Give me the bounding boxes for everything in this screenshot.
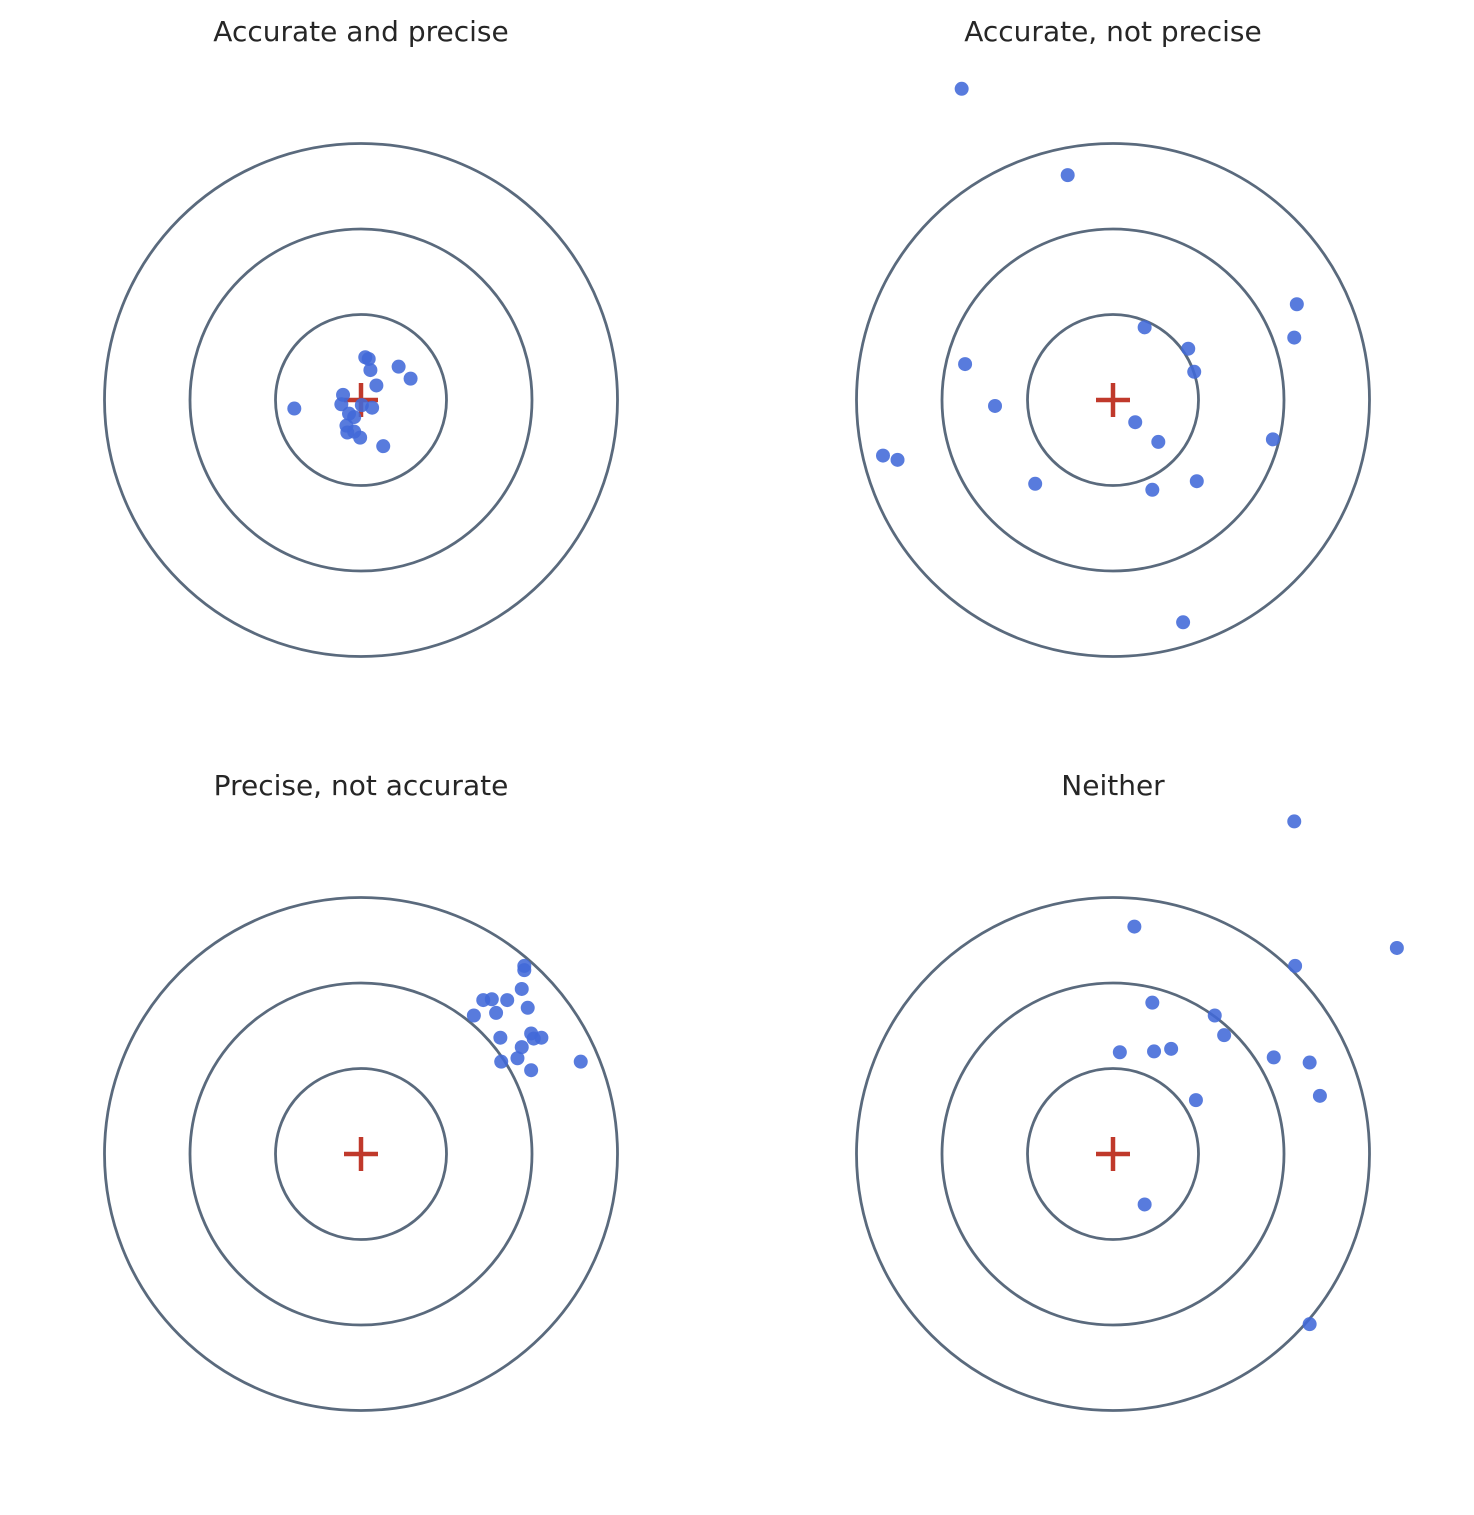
target-ring	[188, 227, 534, 573]
target-ring	[274, 313, 448, 487]
shot-point	[1288, 958, 1303, 973]
shot-point	[1128, 415, 1143, 430]
shot-point	[1127, 919, 1142, 934]
shot-point	[524, 1063, 539, 1078]
shot-point	[958, 357, 973, 372]
shot-point	[890, 452, 905, 467]
shot-point	[1188, 1093, 1203, 1108]
shot-point	[500, 993, 515, 1008]
panel-title: Accurate, not precise	[964, 15, 1262, 48]
panel-title: Precise, not accurate	[214, 769, 509, 802]
shot-point	[1302, 1317, 1317, 1332]
shot-point	[1289, 297, 1304, 312]
shot-point	[1287, 330, 1302, 345]
shot-point	[1028, 476, 1043, 491]
panel-precise-not-accurate: Precise, not accurate	[103, 769, 619, 1412]
shot-point	[520, 1000, 535, 1015]
panel-title: Neither	[1061, 769, 1165, 802]
shot-point	[1137, 320, 1152, 335]
shot-point	[1145, 995, 1160, 1010]
shot-point	[526, 1031, 541, 1046]
target-ring	[103, 896, 619, 1412]
shot-point	[988, 398, 1003, 413]
shot-point	[1137, 1197, 1152, 1212]
center-cross-marker	[1096, 383, 1130, 417]
target-ring	[855, 142, 1371, 658]
target-ring	[274, 1067, 448, 1241]
shot-point	[489, 1005, 504, 1020]
shot-point	[484, 992, 499, 1007]
panel-accurate-not-precise: Accurate, not precise	[855, 15, 1371, 658]
shot-point	[517, 963, 532, 978]
shot-point	[287, 401, 302, 416]
shot-point	[493, 1030, 508, 1045]
shot-point	[369, 378, 384, 393]
shot-point	[1181, 341, 1196, 356]
shot-point	[494, 1054, 509, 1069]
shot-point	[1389, 940, 1404, 955]
shot-point	[353, 430, 368, 445]
target-ring	[940, 227, 1286, 573]
target-ring	[1026, 1067, 1200, 1241]
shot-point	[376, 439, 391, 454]
shot-point	[361, 351, 376, 366]
shot-point	[1266, 1050, 1281, 1065]
shot-point	[466, 1008, 481, 1023]
panel-accurate-and-precise: Accurate and precise	[103, 15, 619, 658]
shot-point	[1145, 482, 1160, 497]
shot-point	[510, 1051, 525, 1066]
shot-point	[1112, 1045, 1127, 1060]
target-ring	[188, 981, 534, 1327]
shot-point	[391, 359, 406, 374]
target-ring	[940, 981, 1286, 1327]
shot-point	[1265, 432, 1280, 447]
shot-point	[954, 81, 969, 96]
shot-point	[1147, 1044, 1162, 1059]
shot-point	[334, 397, 349, 412]
shot-point	[1189, 474, 1204, 489]
shot-point	[1176, 615, 1191, 630]
shot-point	[1187, 364, 1202, 379]
center-cross-marker	[1096, 1137, 1130, 1171]
shot-point	[1217, 1028, 1232, 1043]
shot-point	[876, 448, 891, 463]
shot-point	[1312, 1088, 1327, 1103]
shot-point	[1060, 168, 1075, 183]
shot-point	[365, 400, 380, 415]
shot-point	[1287, 814, 1302, 829]
shot-point	[363, 363, 378, 378]
target-ring	[1026, 313, 1200, 487]
panel-title: Accurate and precise	[213, 15, 508, 48]
shot-point	[573, 1054, 588, 1069]
shot-point	[1151, 434, 1166, 449]
panel-neither: Neither	[855, 769, 1404, 1412]
shot-point	[1207, 1008, 1222, 1023]
shot-point	[403, 371, 418, 386]
shot-point	[1302, 1055, 1317, 1070]
center-cross-marker	[344, 1137, 378, 1171]
target-ring	[103, 142, 619, 658]
target-ring	[855, 896, 1371, 1412]
shot-point	[514, 981, 529, 996]
shot-point	[1164, 1041, 1179, 1056]
shot-point	[514, 1040, 529, 1055]
